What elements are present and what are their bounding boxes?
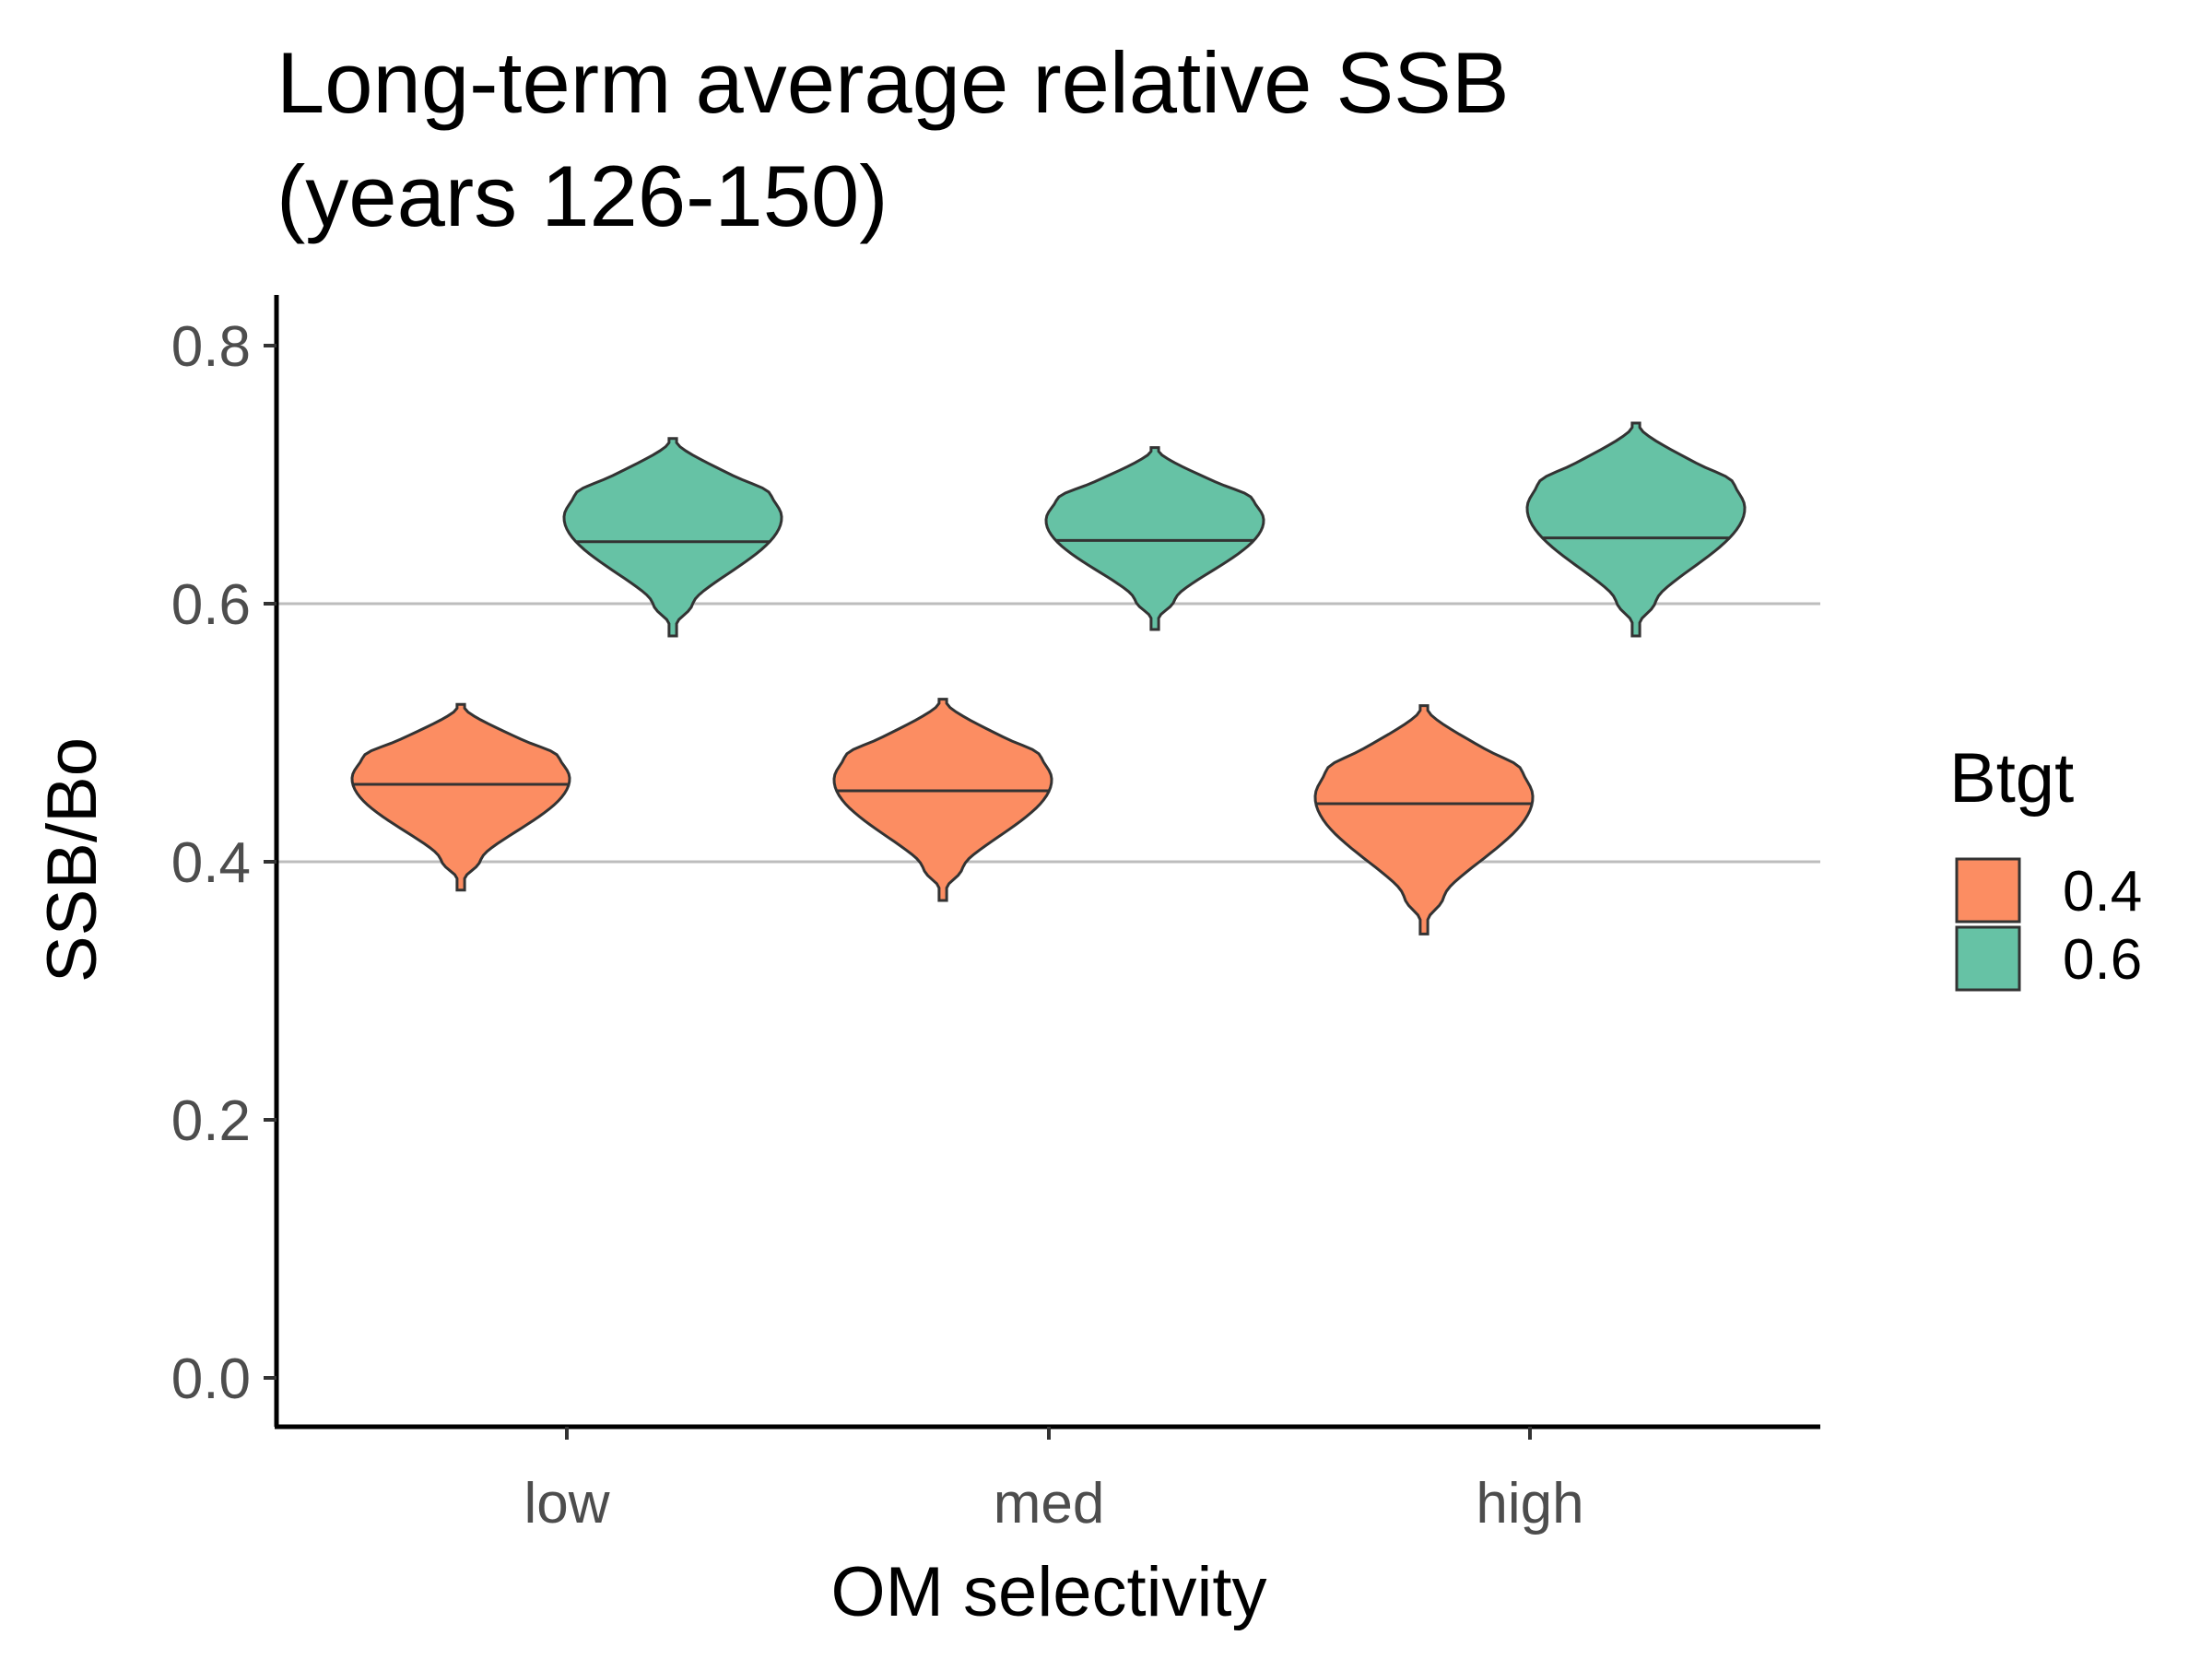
x-tick-label-low: low: [524, 1472, 609, 1535]
y-axis-ticks: 0.0 0.2 0.4 0.6 0.8: [171, 315, 276, 1411]
violin-06-high: [1525, 421, 1747, 638]
legend: Btgt 0.40.6: [1949, 739, 2142, 992]
y-tick-label: 0.8: [171, 315, 251, 379]
violin-04-med: [832, 698, 1053, 902]
y-tick-label: 0.0: [171, 1347, 251, 1411]
legend-label-04: 0.4: [2063, 860, 2142, 924]
legend-title: Btgt: [1949, 739, 2074, 818]
violin-04-high: [1313, 704, 1535, 935]
violin-06-med: [1044, 446, 1265, 631]
legend-label-06: 0.6: [2063, 928, 2142, 992]
x-tick-label-med: med: [994, 1472, 1105, 1535]
chart-title-line-2: (years 126-150): [276, 147, 888, 244]
x-tick-label-high: high: [1476, 1472, 1583, 1535]
y-tick-label: 0.4: [171, 831, 251, 895]
chart-title-line-1: Long-term average relative SSB: [276, 34, 1510, 131]
legend-key-04: [1955, 857, 2021, 924]
y-axis-title: SSB/Bo: [33, 737, 112, 982]
legend-key-06: [1955, 925, 2021, 992]
violin-04-low: [350, 702, 571, 892]
y-tick-label: 0.6: [171, 573, 251, 637]
x-axis-title: OM selectivity: [831, 1553, 1267, 1631]
violin-06-low: [562, 437, 783, 638]
y-tick-label: 0.2: [171, 1089, 251, 1153]
gridlines: [276, 602, 1820, 864]
violins: [350, 421, 1747, 935]
x-axis-ticks: low med high: [524, 1427, 1584, 1535]
